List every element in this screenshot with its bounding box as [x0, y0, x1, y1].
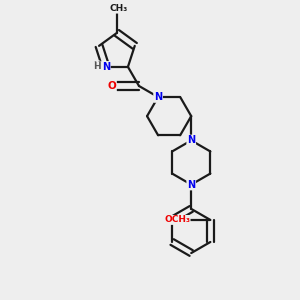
- Text: CH₃: CH₃: [109, 4, 128, 13]
- Text: O: O: [107, 81, 116, 91]
- Text: N: N: [102, 62, 110, 72]
- Text: OCH₃: OCH₃: [164, 215, 190, 224]
- Text: N: N: [187, 180, 195, 190]
- Text: N: N: [187, 135, 195, 146]
- Text: N: N: [154, 92, 162, 102]
- Text: H: H: [93, 62, 101, 71]
- Text: H: H: [93, 61, 100, 70]
